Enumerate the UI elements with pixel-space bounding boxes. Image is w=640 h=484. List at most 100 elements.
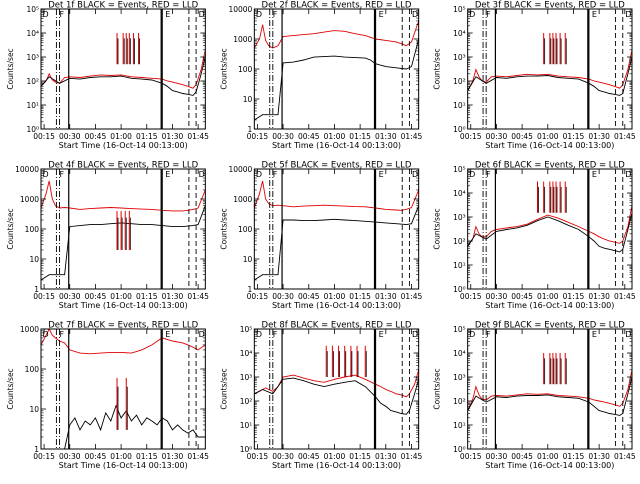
x-tick-label: 01:45 xyxy=(614,292,636,301)
x-tick-label: 01:00 xyxy=(537,292,559,301)
x-tick-label: 00:45 xyxy=(511,132,533,141)
y-axis-label: Counts/sec xyxy=(433,48,442,89)
x-tick-label: 00:45 xyxy=(298,132,320,141)
lld-series-line xyxy=(40,327,206,355)
marker-label: D xyxy=(43,10,49,19)
marker-label: E xyxy=(379,170,384,179)
x-axis-label: Start Time (16-Oct-14 00:13:00) xyxy=(272,461,401,470)
marker-label: F xyxy=(59,10,64,19)
marker-label: D xyxy=(625,10,631,19)
plot-frame xyxy=(40,168,206,290)
y-axis-label: Counts/sec xyxy=(6,208,15,249)
y-tick-label: 10¹ xyxy=(453,261,466,270)
x-tick-label: 00:15 xyxy=(460,452,482,461)
x-axis-label: Start Time (16-Oct-14 00:13:00) xyxy=(59,301,188,310)
events-series-line xyxy=(41,404,206,450)
chart-title: Det 4f BLACK = Events, RED = LLD xyxy=(48,161,198,171)
y-tick-label: 10⁵ xyxy=(453,5,466,14)
x-tick-label: 00:45 xyxy=(85,292,107,301)
y-axis-label: Counts/sec xyxy=(6,48,15,89)
marker-label: D xyxy=(625,330,631,339)
y-tick-label: 10¹ xyxy=(453,101,466,110)
marker-label: F xyxy=(59,330,64,339)
x-tick-label: 00:45 xyxy=(511,292,533,301)
lld-series-line xyxy=(253,180,420,211)
marker-label: E xyxy=(592,330,597,339)
y-tick-label: 10¹ xyxy=(453,421,466,430)
marker-label: F xyxy=(486,330,491,339)
plot-frame xyxy=(467,8,633,130)
x-tick-label: 00:30 xyxy=(59,132,81,141)
y-tick-label: 10² xyxy=(26,77,39,86)
x-axis-label: Start Time (16-Oct-14 00:13:00) xyxy=(485,141,614,150)
y-tick-label: 1000 xyxy=(20,325,39,334)
y-tick-label: 100 xyxy=(238,225,253,234)
marker-label: D xyxy=(412,170,418,179)
y-axis-label: Counts/sec xyxy=(433,208,442,249)
plot-frame xyxy=(253,168,420,290)
events-series-line xyxy=(40,56,206,96)
x-tick-label: 00:30 xyxy=(59,292,81,301)
y-tick-label: 10⁰ xyxy=(26,125,39,134)
x-tick-label: 01:00 xyxy=(537,132,559,141)
marker-label: E xyxy=(165,170,170,179)
marker-label: D xyxy=(469,170,475,179)
x-tick-label: 00:15 xyxy=(33,132,55,141)
y-tick-label: 10⁰ xyxy=(453,445,466,454)
x-tick-label: 00:15 xyxy=(247,452,269,461)
y-tick-label: 10³ xyxy=(26,53,39,62)
marker-label: D xyxy=(199,10,205,19)
events-series-line xyxy=(467,56,633,96)
events-series-line xyxy=(40,205,206,281)
x-tick-label: 01:45 xyxy=(614,132,636,141)
events-series-line xyxy=(254,377,420,415)
y-tick-label: 100 xyxy=(25,365,40,374)
x-tick-label: 01:15 xyxy=(136,452,158,461)
plot-frame xyxy=(467,328,633,450)
plot-frame xyxy=(40,328,206,450)
y-tick-label: 10¹ xyxy=(26,101,39,110)
marker-label: D xyxy=(412,330,418,339)
x-tick-label: 01:45 xyxy=(187,132,209,141)
marker-label: D xyxy=(625,170,631,179)
x-tick-label: 00:15 xyxy=(247,292,269,301)
marker-label: D xyxy=(412,10,418,19)
x-tick-label: 01:15 xyxy=(349,452,371,461)
x-tick-label: 01:00 xyxy=(324,132,346,141)
lld-series-line xyxy=(253,20,420,49)
x-tick-label: 01:15 xyxy=(136,132,158,141)
y-tick-label: 100 xyxy=(238,65,253,74)
y-tick-label: 10000 xyxy=(228,165,252,174)
x-tick-label: 01:30 xyxy=(162,292,184,301)
x-tick-label: 01:45 xyxy=(401,132,423,141)
y-tick-label: 1000 xyxy=(20,195,39,204)
y-tick-label: 10⁰ xyxy=(453,285,466,294)
x-tick-label: 01:15 xyxy=(349,292,371,301)
y-tick-label: 10 xyxy=(29,405,39,414)
marker-label: D xyxy=(199,330,205,339)
y-tick-label: 10⁴ xyxy=(240,349,253,358)
x-tick-label: 00:30 xyxy=(486,452,508,461)
x-tick-label: 01:00 xyxy=(110,452,132,461)
chart-title: Det 3f BLACK = Events, RED = LLD xyxy=(475,1,625,11)
y-tick-label: 1 xyxy=(34,285,39,294)
x-tick-label: 01:30 xyxy=(588,452,610,461)
x-tick-label: 01:45 xyxy=(614,452,636,461)
marker-label: F xyxy=(273,10,278,19)
x-axis-label: Start Time (16-Oct-14 00:13:00) xyxy=(59,461,188,470)
x-tick-label: 01:45 xyxy=(401,452,423,461)
y-tick-label: 1000 xyxy=(233,35,252,44)
x-tick-label: 01:15 xyxy=(563,132,585,141)
chart-title: Det 7f BLACK = Events, RED = LLD xyxy=(48,321,198,331)
x-tick-label: 01:00 xyxy=(110,292,132,301)
x-axis-label: Start Time (16-Oct-14 00:13:00) xyxy=(272,301,401,310)
marker-label: E xyxy=(165,10,170,19)
x-tick-label: 00:30 xyxy=(486,292,508,301)
x-axis-label: Start Time (16-Oct-14 00:13:00) xyxy=(485,461,614,470)
